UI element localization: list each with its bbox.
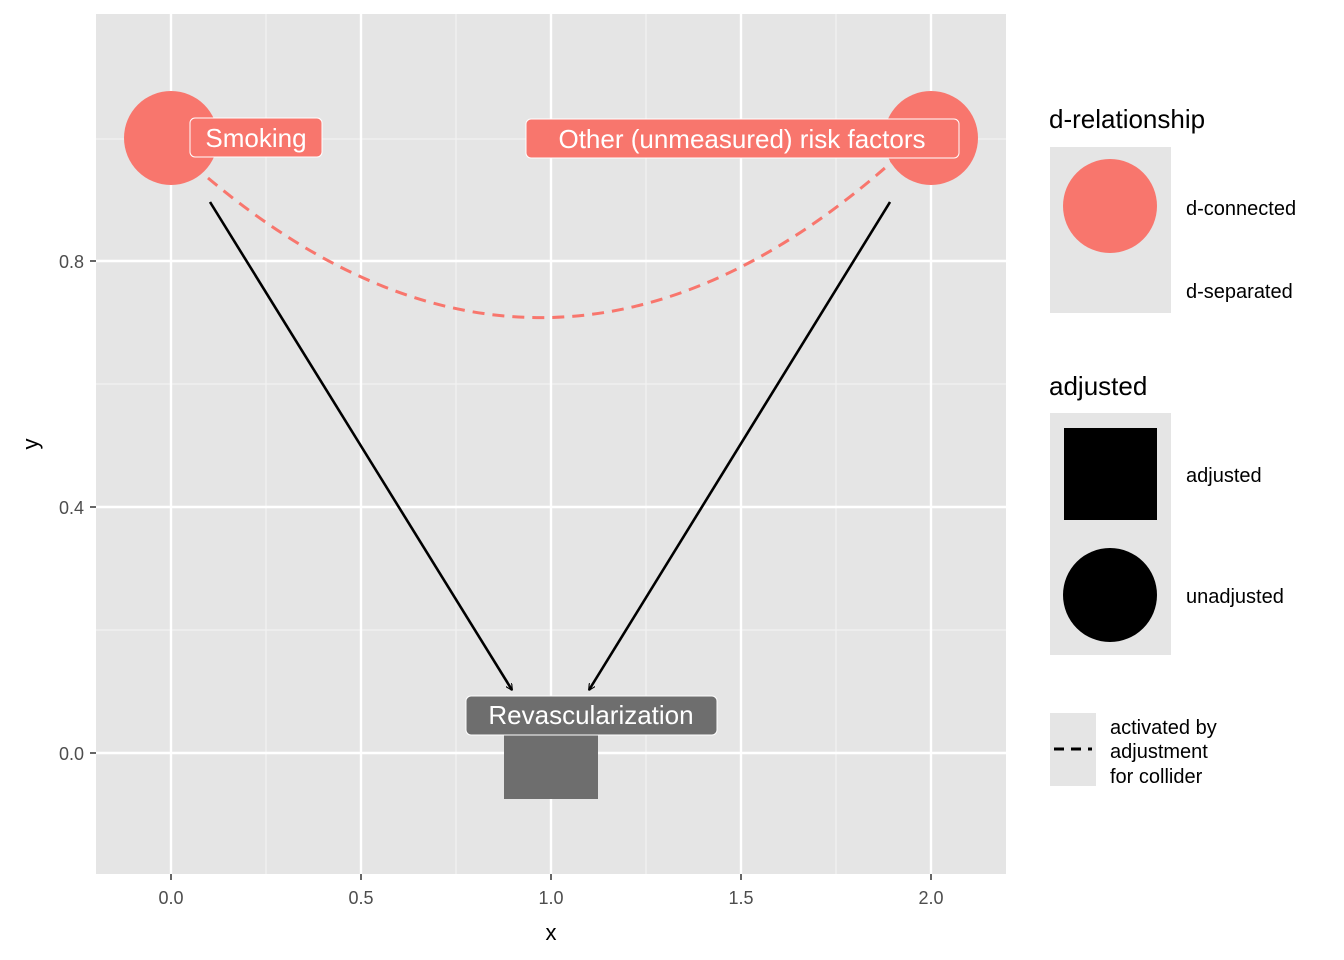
x-tick-label: 1.0 [538,888,563,908]
edge-smoking-to-revascularization [208,201,514,690]
legend-adjusted: adjusted adjusted unadjusted [1049,371,1284,655]
legend-label: adjusted [1186,465,1262,487]
edge-risk-factors-to-revascularization [587,201,892,690]
legend-label: d-connected [1186,198,1296,220]
node-revascularization [504,734,598,799]
legend-label: adjustment [1110,741,1208,763]
legend-title: d-relationship [1049,104,1205,134]
legend-collider: activated by adjustment for collider [1050,713,1217,788]
axis-tick-marks [90,260,932,880]
label-smoking: Smoking [189,117,323,158]
legend-label: activated by [1110,717,1217,739]
legend-key-circle [1063,548,1157,642]
x-axis-title: x [546,920,557,945]
legend-title: adjusted [1049,371,1147,401]
label-other-risk-factors-text: Other (unmeasured) risk factors [558,124,925,154]
x-tick-label: 1.5 [728,888,753,908]
legend-key-square [1064,428,1157,520]
edge-collider-path [207,158,895,320]
label-smoking-text: Smoking [205,123,306,153]
x-tick-label: 2.0 [918,888,943,908]
legend-key-circle [1063,159,1157,253]
x-tick-label: 0.0 [158,888,183,908]
y-tick-label: 0.4 [59,498,84,518]
y-tick-label: 0.8 [59,252,84,272]
legend-label: d-separated [1186,281,1293,303]
label-revascularization: Revascularization [465,695,718,736]
label-other-risk-factors: Other (unmeasured) risk factors [525,118,960,159]
legend-label: for collider [1110,766,1203,788]
legend-d-relationship: d-relationship d-connected d-separated [1049,104,1296,313]
y-axis-title: y [18,439,43,450]
legend-label: unadjusted [1186,586,1284,608]
label-revascularization-text: Revascularization [488,700,693,730]
node-smoking [124,91,218,185]
y-tick-label: 0.0 [59,744,84,764]
x-tick-label: 0.5 [348,888,373,908]
